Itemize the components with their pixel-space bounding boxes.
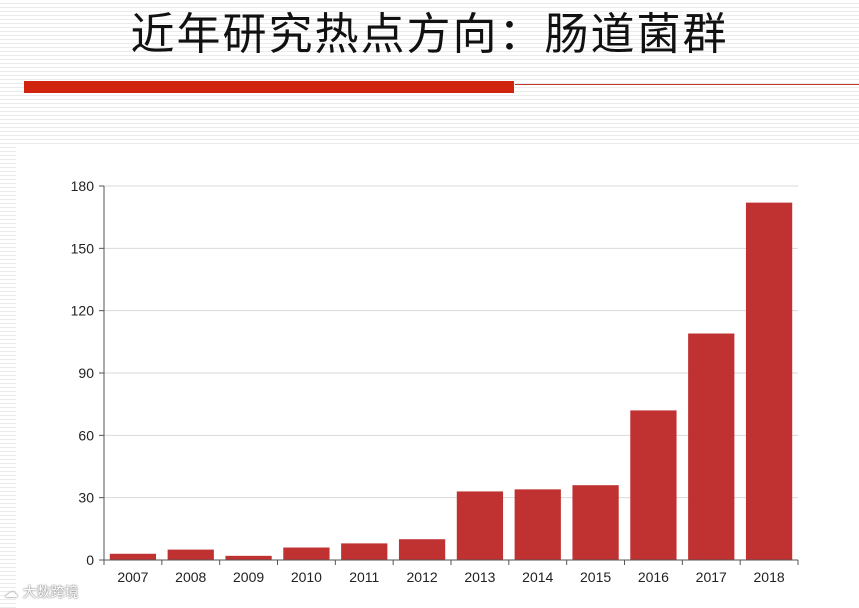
bar-2018 [745, 202, 793, 560]
x-tick-labels: 2007 2008 2009 2010 2011 2012 2013 2014 2015 2016… [117, 569, 785, 585]
bar-2015 [572, 485, 619, 560]
x-tick-label: 2017 [696, 569, 727, 585]
x-tick-label: 2014 [522, 569, 553, 585]
y-tick-label: 120 [71, 303, 95, 319]
chart-panel: 0 30 60 90 120 150 180 2007 2008 2009 2010 2011 201… [16, 146, 859, 608]
bar-2014 [514, 489, 561, 560]
axes [99, 185, 799, 565]
y-tick-label: 150 [71, 240, 95, 256]
x-tick-label: 2007 [117, 569, 148, 585]
x-tick-label: 2009 [233, 569, 264, 585]
title-underline-thin [515, 84, 859, 85]
x-tick-label: 2010 [291, 569, 322, 585]
x-tick-label: 2012 [407, 569, 438, 585]
bar-2016 [630, 410, 677, 560]
x-tick-label: 2018 [754, 569, 785, 585]
bar-2013 [456, 491, 504, 560]
bar-2009 [225, 555, 272, 560]
bar-2010 [283, 547, 330, 560]
y-tick-label: 0 [86, 552, 94, 568]
bars [109, 202, 793, 560]
slide-title: 近年研究热点方向：肠道菌群 [130, 9, 729, 60]
x-tick-label: 2008 [175, 569, 206, 585]
bar-chart: 0 30 60 90 120 150 180 2007 2008 2009 2010 2011 201… [71, 178, 799, 585]
y-tick-label: 180 [71, 178, 95, 194]
bar-2017 [688, 333, 735, 560]
watermark-text: 大数跨境 [22, 585, 79, 601]
title-underline-accent [24, 81, 514, 93]
watermark-logo-icon: ☁ [4, 585, 18, 601]
y-tick-label: 60 [78, 427, 94, 443]
bar-2008 [167, 549, 214, 560]
x-tick-label: 2011 [349, 569, 379, 585]
y-tick-label: 30 [78, 490, 94, 506]
y-tick-labels: 0 30 60 90 120 150 180 [71, 178, 95, 568]
x-tick-label: 2013 [464, 569, 495, 585]
x-tick-label: 2016 [638, 569, 669, 585]
bar-2011 [341, 543, 388, 560]
bar-2007 [109, 553, 157, 560]
y-tick-label: 90 [78, 365, 94, 381]
bar-2012 [398, 539, 446, 560]
x-tick-label: 2015 [580, 569, 611, 585]
watermark: ☁ 大数跨境 [4, 582, 78, 604]
